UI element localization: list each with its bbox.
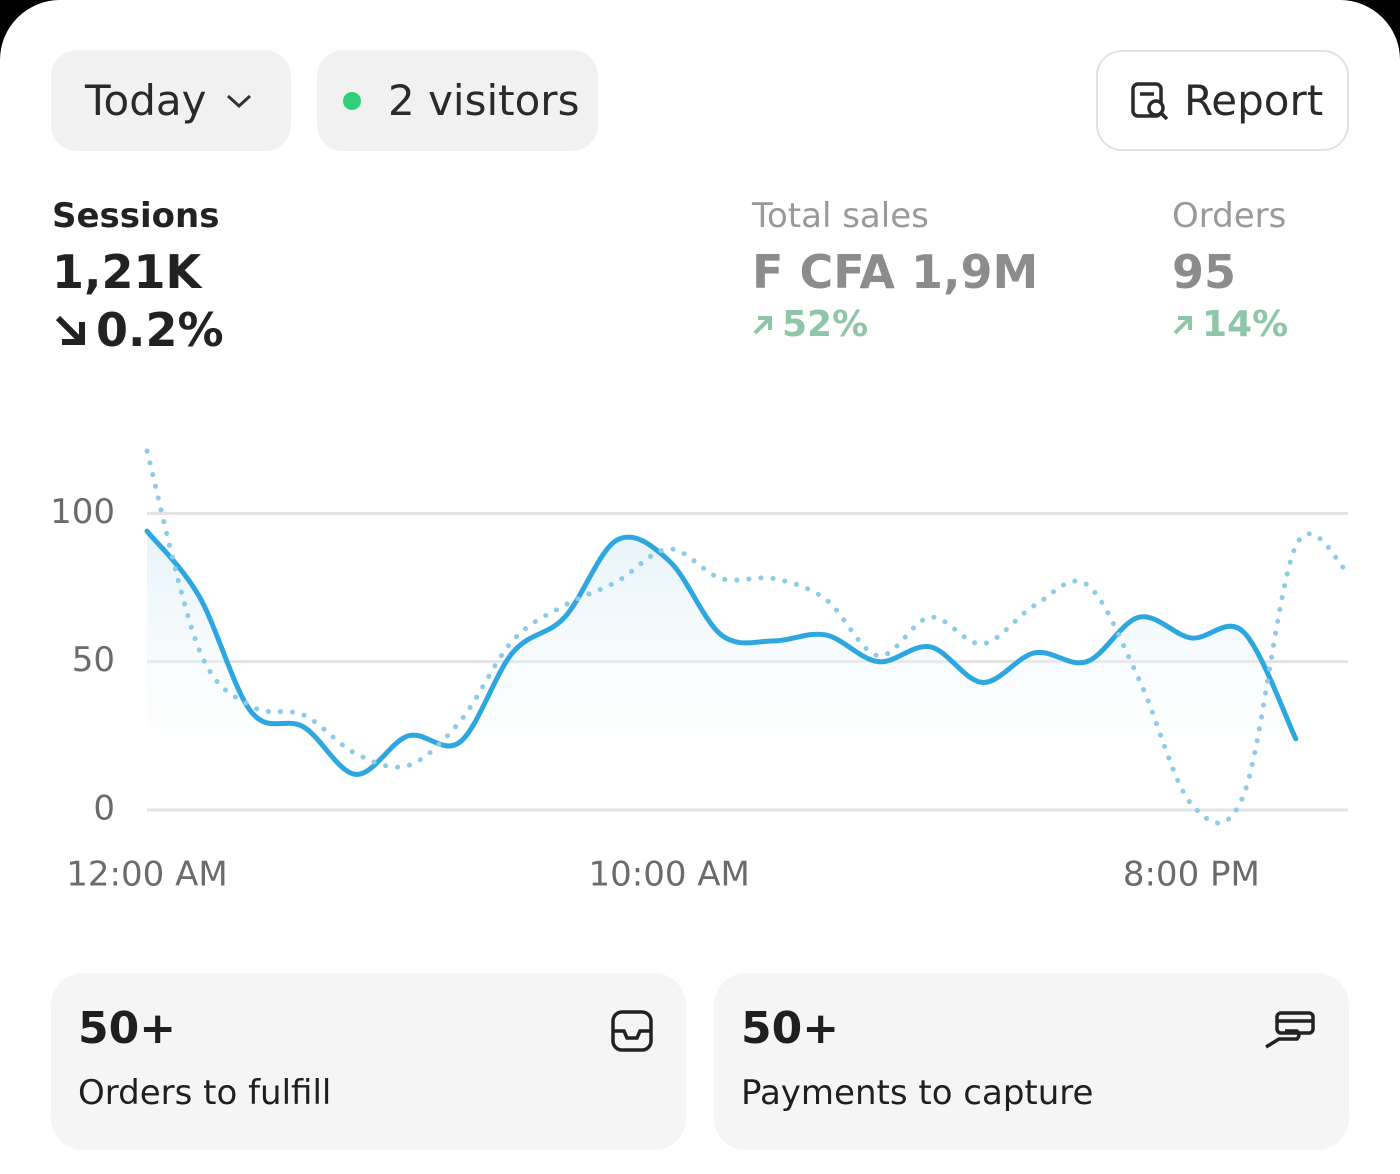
metric-orders[interactable]: Orders 95 14% (1172, 190, 1288, 348)
metric-label: Sessions (52, 196, 220, 236)
card-value: 50+ (78, 1003, 177, 1054)
period-selector[interactable]: Today (51, 50, 291, 151)
card-value: 50+ (741, 1003, 840, 1054)
metric-change-row: 14% (1172, 302, 1288, 348)
metric-change: 52% (782, 304, 869, 345)
visitors-text: 2 visitors (388, 76, 580, 125)
card-label: Orders to fulfill (78, 1073, 332, 1113)
report-button[interactable]: Report (1096, 50, 1349, 151)
metric-change: 14% (1202, 304, 1289, 345)
report-icon (1131, 81, 1169, 120)
line-area (147, 531, 1296, 810)
metric-value: F CFA 1,9M (752, 245, 1039, 299)
x-tick-label: 8:00 PM (1123, 855, 1260, 895)
x-tick-label: 10:00 AM (588, 855, 749, 895)
up-arrow-icon (1173, 316, 1192, 335)
period-text: Today (85, 76, 207, 125)
metric-sales[interactable]: Total sales F CFA 1,9M 52% (752, 190, 1038, 348)
up-arrow-icon (753, 316, 772, 335)
metric-label: Total sales (752, 196, 929, 236)
down-arrow-icon (55, 315, 85, 345)
y-tick-label: 0 (93, 789, 115, 829)
metric-change-row: 0.2% (52, 302, 224, 358)
inbox-icon (611, 1010, 653, 1052)
chevron-icon (227, 94, 252, 108)
y-tick-label: 50 (72, 640, 115, 680)
metric-sessions[interactable]: Sessions 1,21K 0.2% (52, 190, 224, 358)
metric-value: 95 (1172, 245, 1237, 299)
card-payments[interactable]: 50+ Payments to capture (714, 973, 1349, 1150)
card-label: Payments to capture (741, 1073, 1094, 1113)
metric-label: Orders (1172, 196, 1287, 236)
payment-icon (1265, 1011, 1315, 1049)
report-text: Report (1184, 76, 1324, 125)
visitors-pill[interactable]: 2 visitors (317, 50, 598, 151)
comparison-line (144, 448, 1351, 826)
series-line (144, 528, 1299, 777)
metric-value: 1,21K (52, 245, 202, 299)
metric-change: 0.2% (96, 303, 224, 357)
metric-change-row: 52% (752, 302, 1038, 348)
chart: 0 50 100 12:00 AM 10:00 AM 8:00 PM (50, 448, 1351, 895)
card-orders[interactable]: 50+ Orders to fulfill (51, 973, 686, 1150)
live-dot (343, 91, 361, 110)
x-tick-label: 12:00 AM (66, 855, 227, 895)
y-tick-label: 100 (50, 492, 115, 532)
